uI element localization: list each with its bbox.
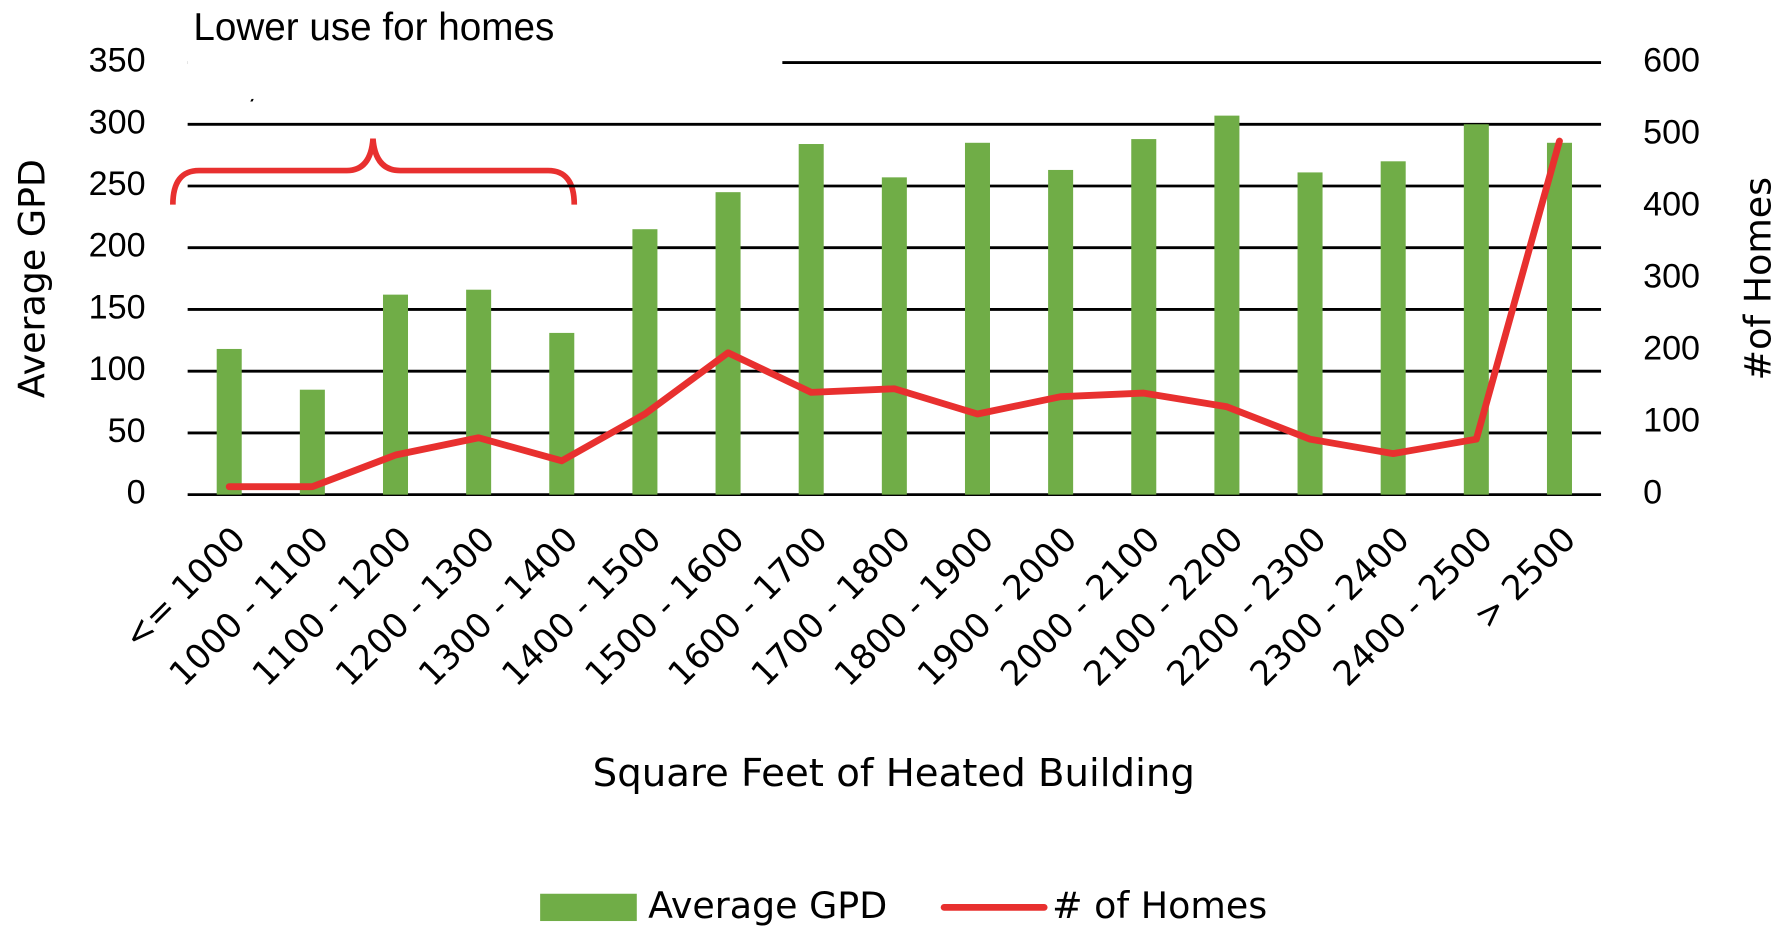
y-axis-title: Average GPD bbox=[11, 159, 54, 398]
y2-tick-label: 100 bbox=[1643, 402, 1700, 440]
bar bbox=[1546, 142, 1572, 495]
bar bbox=[881, 177, 907, 495]
bar bbox=[1297, 172, 1323, 495]
y2-tick-label: 600 bbox=[1643, 42, 1700, 80]
y-tick-label: 100 bbox=[89, 350, 146, 388]
bar bbox=[1048, 169, 1074, 495]
bar bbox=[1131, 139, 1157, 495]
y2-axis-title: #of Homes bbox=[1737, 177, 1780, 380]
y-tick-label: 250 bbox=[89, 165, 146, 203]
bar bbox=[382, 294, 409, 495]
y-tick-label: 200 bbox=[89, 227, 146, 265]
y-tick-label: 300 bbox=[89, 103, 146, 141]
y2-tick-label: 300 bbox=[1643, 258, 1700, 296]
legend-label: Average GPD bbox=[648, 884, 887, 927]
y2-tick-label: 200 bbox=[1643, 330, 1700, 368]
bar bbox=[549, 332, 575, 495]
x-axis-title: Square Feet of Heated Building bbox=[593, 751, 1195, 796]
legend-label: # of Homes bbox=[1052, 884, 1267, 927]
bar bbox=[1380, 161, 1406, 495]
bar bbox=[216, 348, 242, 495]
brace bbox=[170, 138, 578, 205]
annotation-bg bbox=[187, 53, 783, 99]
y2-tick-label: 0 bbox=[1643, 474, 1662, 512]
bar bbox=[715, 192, 741, 495]
bar bbox=[466, 289, 492, 495]
legend-swatch bbox=[540, 893, 637, 922]
y-tick-label: 0 bbox=[127, 474, 146, 512]
y2-tick-label: 400 bbox=[1643, 186, 1700, 224]
bar bbox=[299, 389, 325, 495]
bar bbox=[964, 142, 990, 495]
bar bbox=[1214, 115, 1240, 495]
bar bbox=[632, 229, 658, 495]
annotation-line1: Lower use for homes bbox=[193, 6, 554, 49]
line bbox=[225, 137, 1563, 491]
y-tick-label: 350 bbox=[89, 42, 146, 80]
bar bbox=[798, 144, 824, 495]
y-tick-label: 150 bbox=[89, 288, 146, 326]
y-tick-label: 50 bbox=[108, 412, 146, 450]
y2-tick-label: 500 bbox=[1643, 114, 1700, 152]
